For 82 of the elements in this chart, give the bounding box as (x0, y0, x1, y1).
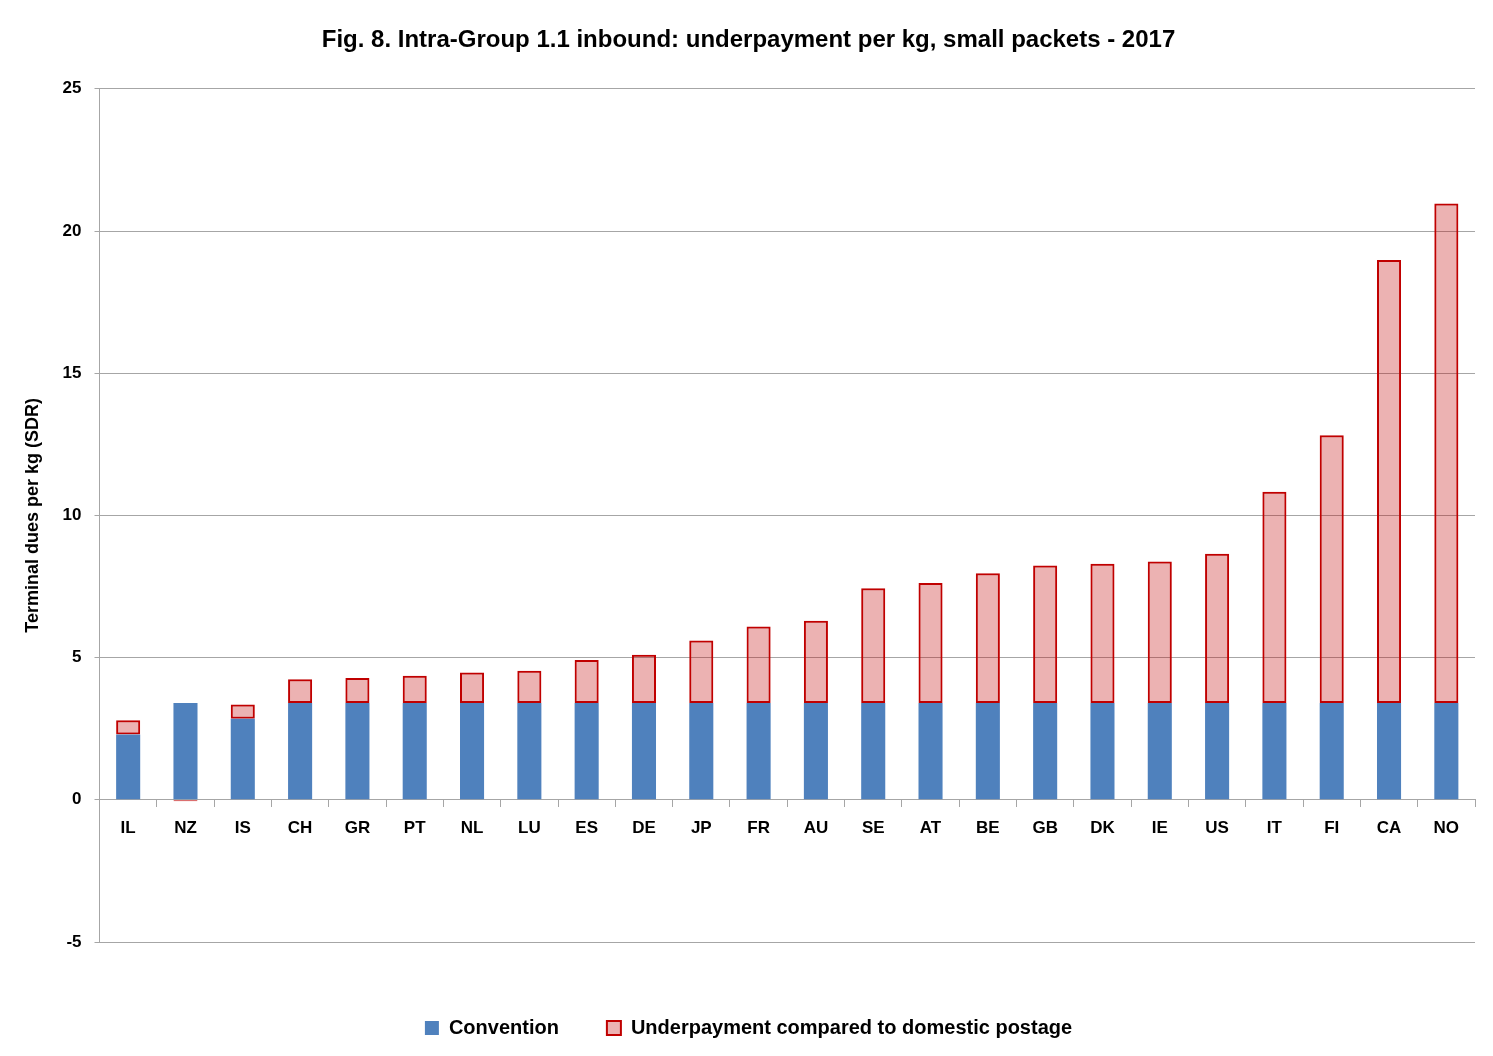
x-tick-label: NL (460, 817, 484, 837)
bar (746, 703, 771, 800)
bar (173, 703, 198, 800)
x-tick-label: DK (1090, 817, 1116, 837)
bar (288, 703, 313, 800)
bar (1205, 703, 1230, 800)
y-tick-label: 0 (72, 789, 82, 809)
x-tick-label: GB (1032, 817, 1058, 837)
bar (288, 679, 313, 704)
bar (402, 675, 427, 704)
bar (460, 672, 485, 704)
bar (1033, 703, 1058, 800)
bar (631, 703, 657, 800)
y-tick-label: -5 (66, 931, 82, 951)
bar (230, 718, 255, 800)
bar (345, 703, 370, 800)
bar (1147, 561, 1172, 704)
bar (1205, 553, 1230, 704)
bar (861, 588, 886, 704)
x-tick-label: AU (803, 817, 829, 837)
x-tick-label: IT (1266, 817, 1283, 837)
x-tick-label: FR (747, 817, 770, 837)
y-axis-title: Terminal dues per kg (SDR) (21, 398, 42, 633)
bar (402, 703, 427, 800)
bar (517, 670, 542, 704)
bar (345, 678, 370, 704)
bar (1319, 703, 1344, 800)
bar (861, 703, 886, 800)
bar (1319, 435, 1344, 704)
bar (1434, 203, 1459, 704)
bar (975, 703, 1000, 800)
bar (1377, 260, 1402, 704)
bar (746, 626, 771, 704)
bar (631, 654, 657, 704)
bar (1090, 563, 1115, 704)
bar (803, 620, 828, 704)
x-tick-label: GR (344, 817, 371, 837)
x-tick-label: BE (976, 817, 1000, 837)
bar (918, 703, 943, 800)
bar (116, 734, 141, 800)
bar (116, 720, 141, 735)
bar (574, 659, 599, 704)
x-tick-label: CA (1376, 817, 1402, 837)
x-tick-label: ES (575, 817, 599, 837)
x-tick-label: LU (518, 817, 541, 837)
bar (803, 703, 828, 800)
bar (230, 704, 255, 719)
bar (1377, 703, 1402, 800)
bar (1090, 703, 1115, 800)
legend-label: Underpayment compared to domestic postage (630, 1015, 1073, 1038)
y-tick-label: 20 (62, 220, 82, 240)
bar (689, 640, 714, 704)
y-tick-label: 25 (62, 78, 82, 98)
y-tick-label: 5 (72, 647, 82, 667)
x-tick-label: US (1205, 817, 1229, 837)
x-tick-label: AT (919, 817, 942, 837)
x-tick-label: JP (690, 817, 712, 837)
bar (689, 703, 714, 800)
x-tick-label: IL (120, 817, 136, 837)
bar (574, 703, 599, 800)
bar (975, 573, 1000, 704)
y-tick-label: 10 (62, 505, 82, 525)
x-tick-label: NZ (174, 817, 197, 837)
bar (1147, 703, 1172, 800)
legend-label: Convention (448, 1015, 559, 1038)
chart-title: Fig. 8. Intra-Group 1.1 inbound: underpayment per kg, small packets - 2017 (321, 25, 1176, 53)
x-tick-label: IS (234, 817, 251, 837)
x-tick-label: NO (1433, 817, 1460, 837)
bar (1434, 703, 1459, 800)
x-tick-label: SE (861, 817, 885, 837)
x-tick-label: PT (403, 817, 427, 837)
y-tick-label: 15 (62, 362, 82, 382)
bar (1262, 703, 1287, 800)
x-tick-label: FI (1324, 817, 1340, 837)
bar (918, 583, 943, 704)
bar (1262, 491, 1287, 704)
x-tick-label: CH (287, 817, 313, 837)
x-tick-label: IE (1151, 817, 1168, 837)
bar (460, 703, 485, 800)
bar (517, 703, 542, 800)
bar (1033, 565, 1058, 704)
x-tick-label: DE (632, 817, 656, 837)
